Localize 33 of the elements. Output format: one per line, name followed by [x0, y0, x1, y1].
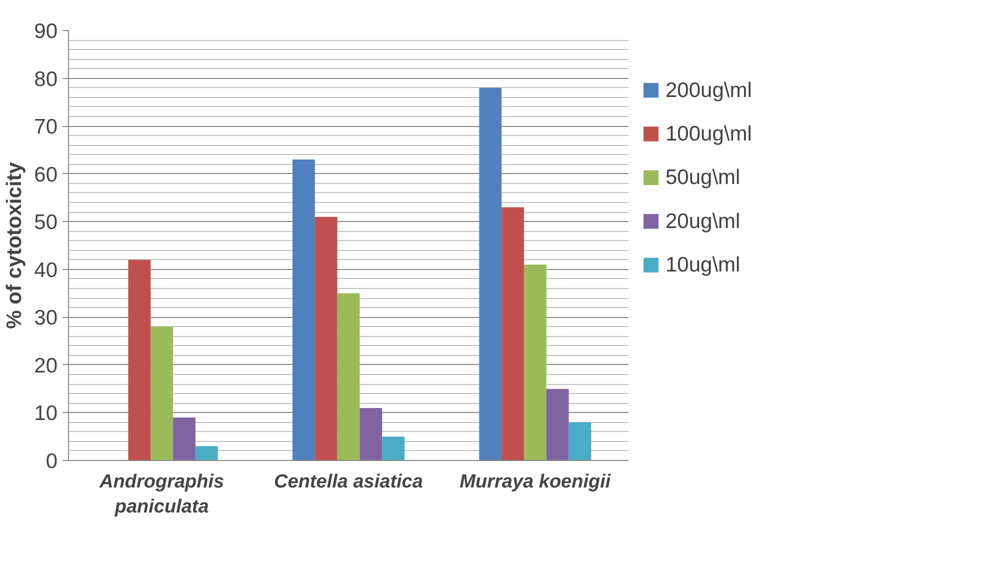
x-tick-label: Murraya koenigii	[460, 472, 612, 492]
legend-label: 50ug\ml	[666, 166, 740, 190]
y-tick-label: 0	[46, 450, 58, 473]
bar	[502, 207, 524, 460]
bar	[568, 422, 592, 460]
legend-label: 10ug\ml	[666, 254, 740, 277]
bar	[150, 326, 174, 460]
legend-label: 100ug\ml	[666, 122, 752, 146]
bar	[337, 293, 360, 460]
y-tick-label: 70	[34, 116, 58, 139]
y-tick-label: 20	[34, 354, 58, 378]
y-axis-title: % of cytotoxicity	[3, 162, 26, 329]
y-tick-label: 90	[34, 20, 58, 43]
legend-label: 20ug\ml	[666, 210, 740, 233]
bar	[173, 418, 196, 460]
bar	[292, 160, 315, 460]
bar	[382, 436, 404, 460]
bar	[314, 216, 338, 460]
bar	[524, 264, 546, 460]
x-tick-label: Centella asiatica	[274, 472, 424, 492]
y-tick-label: 30	[34, 306, 58, 330]
bar	[195, 446, 218, 460]
bar	[479, 88, 502, 460]
bar	[128, 260, 151, 460]
y-tick-label: 60	[34, 163, 58, 186]
y-tick-label: 80	[34, 68, 58, 91]
y-tick-label: 50	[34, 211, 58, 234]
legend-label: 200ug\ml	[666, 78, 752, 102]
x-tick-label: Andrographis paniculata	[98, 472, 224, 518]
y-tick-label: 10	[34, 402, 58, 426]
y-tick-label: 40	[34, 258, 58, 282]
bar	[360, 408, 382, 460]
bar	[546, 388, 569, 460]
